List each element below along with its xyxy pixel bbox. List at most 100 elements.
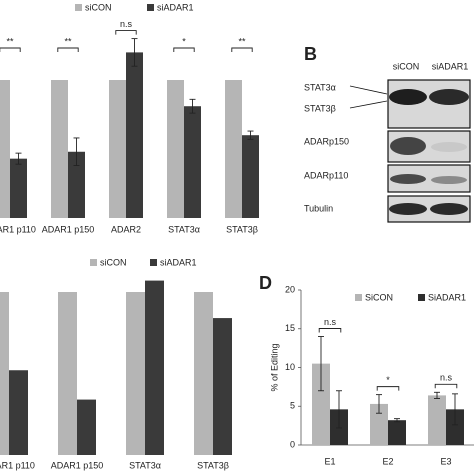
- bar: [68, 151, 85, 218]
- bar: [126, 292, 145, 455]
- y-tick-label: 15: [285, 323, 295, 333]
- x-tick-label: STAT3β: [226, 224, 258, 234]
- significance-bracket: [57, 47, 79, 52]
- significance-bracket: [318, 328, 342, 333]
- bar: [213, 318, 232, 455]
- x-tick-label: STAT3β: [197, 460, 229, 470]
- blot-band: [431, 142, 467, 152]
- blot-band: [430, 203, 468, 215]
- blot-band: [390, 137, 426, 155]
- bar: [184, 106, 201, 218]
- bar: [51, 80, 68, 218]
- error-bar: [247, 130, 254, 140]
- blot-row-label: STAT3α: [304, 82, 336, 92]
- error-bar: [394, 418, 400, 423]
- legend-swatch: [90, 259, 97, 266]
- blot-row-label: ADARp150: [304, 136, 349, 146]
- legend-swatch: [150, 259, 157, 266]
- bar: [388, 420, 406, 445]
- blot-band: [429, 89, 469, 105]
- error-bar: [15, 152, 22, 165]
- bar: [242, 135, 259, 218]
- significance-bracket: [115, 30, 137, 35]
- error-bar: [376, 394, 382, 414]
- x-tick-label: ADAR1 p110: [0, 460, 35, 470]
- significance-bracket: [434, 383, 458, 389]
- y-tick-label: 20: [285, 284, 295, 294]
- significance-bracket: [231, 47, 253, 52]
- bar: [428, 395, 446, 445]
- bar: [225, 80, 242, 218]
- error-bar: [131, 38, 138, 67]
- legend-swatch: [75, 4, 82, 11]
- bar: [109, 80, 126, 218]
- blot-band: [389, 203, 427, 215]
- blot-column-label: siCON: [393, 61, 420, 71]
- error-bar: [318, 336, 324, 392]
- bar: [167, 80, 184, 218]
- bar: [0, 292, 9, 455]
- bar: [126, 52, 143, 219]
- significance-label: *: [182, 36, 186, 46]
- legend-swatch: [418, 294, 425, 301]
- bar: [9, 370, 28, 455]
- legend-label: SiADAR1: [428, 292, 466, 302]
- bar: [194, 292, 213, 455]
- y-tick-label: 0: [290, 439, 295, 449]
- bar: [370, 403, 388, 445]
- error-bar: [336, 390, 342, 429]
- leader-line: [349, 100, 388, 109]
- legend-swatch: [355, 294, 362, 301]
- significance-bracket: [173, 47, 195, 52]
- significance-label: *: [386, 375, 390, 385]
- error-bar: [452, 393, 458, 426]
- bar: [58, 292, 77, 455]
- bar: [77, 399, 96, 455]
- significance-bracket: [0, 47, 21, 52]
- significance-label: n.s: [120, 19, 133, 29]
- y-axis-title: % of Editing: [269, 343, 279, 391]
- legend-swatch: [147, 4, 154, 11]
- x-tick-label: E3: [440, 456, 451, 466]
- blot-row-label: Tubulin: [304, 203, 333, 213]
- leader-line: [349, 85, 388, 95]
- blot-band: [431, 176, 467, 184]
- x-tick-label: ADAR1 p150: [51, 460, 104, 470]
- bar: [145, 280, 164, 455]
- panel-letter: B: [304, 44, 317, 64]
- error-bar: [73, 137, 80, 167]
- y-tick-label: 5: [290, 401, 295, 411]
- legend-label: siADAR1: [160, 257, 197, 267]
- error-bar: [189, 98, 196, 114]
- blot-row-label: STAT3β: [304, 103, 336, 113]
- significance-bracket: [376, 386, 400, 391]
- bar: [446, 409, 464, 445]
- significance-label: **: [6, 36, 14, 46]
- x-tick-label: STAT3α: [129, 460, 161, 470]
- significance-label: **: [238, 36, 246, 46]
- x-tick-label: E2: [382, 456, 393, 466]
- x-tick-label: ADAR1 p110: [0, 224, 36, 234]
- blot-column-label: siADAR1: [432, 61, 469, 71]
- legend-label: siCON: [85, 2, 112, 12]
- x-tick-label: E1: [324, 456, 335, 466]
- blot-band: [389, 89, 427, 105]
- significance-label: n.s: [324, 317, 337, 327]
- x-tick-label: STAT3α: [168, 224, 200, 234]
- x-tick-label: ADAR2: [111, 224, 141, 234]
- y-tick-label: 10: [285, 362, 295, 372]
- significance-label: **: [64, 36, 72, 46]
- blot-row-label: ADARp110: [304, 170, 348, 180]
- legend-label: siADAR1: [157, 2, 194, 12]
- legend-label: siCON: [100, 257, 127, 267]
- blot-band: [390, 174, 426, 184]
- legend-label: SiCON: [365, 292, 393, 302]
- error-bar: [434, 391, 440, 399]
- bar: [0, 80, 10, 218]
- panel-letter: D: [259, 273, 272, 293]
- bar: [10, 158, 27, 218]
- bar: [312, 363, 330, 445]
- x-tick-label: ADAR1 p150: [42, 224, 95, 234]
